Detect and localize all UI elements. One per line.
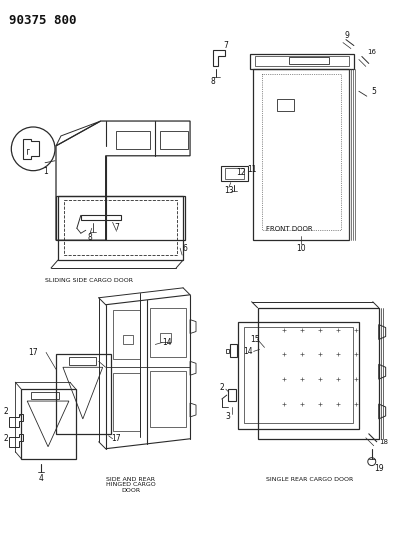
Text: 2: 2 bbox=[4, 407, 9, 416]
Text: 8: 8 bbox=[211, 77, 215, 86]
Text: 8: 8 bbox=[87, 233, 92, 241]
Text: SLIDING SIDE CARGO DOOR: SLIDING SIDE CARGO DOOR bbox=[45, 278, 133, 283]
Text: 6: 6 bbox=[182, 244, 188, 253]
Text: 16: 16 bbox=[367, 49, 376, 54]
Text: 15: 15 bbox=[250, 335, 260, 344]
Text: 14: 14 bbox=[243, 347, 252, 356]
Text: SINGLE REAR CARGO DOOR: SINGLE REAR CARGO DOOR bbox=[265, 477, 353, 481]
Text: 3: 3 bbox=[226, 413, 230, 422]
Text: 5: 5 bbox=[371, 87, 376, 96]
Text: 4: 4 bbox=[39, 474, 43, 483]
Text: 7: 7 bbox=[114, 223, 119, 232]
Text: 19: 19 bbox=[374, 464, 384, 473]
Text: 11: 11 bbox=[247, 165, 256, 174]
Text: 17: 17 bbox=[28, 348, 38, 357]
Text: 12: 12 bbox=[236, 168, 245, 177]
Text: FRONT DOOR: FRONT DOOR bbox=[266, 227, 313, 232]
Text: 2: 2 bbox=[4, 434, 9, 443]
Text: 2: 2 bbox=[220, 383, 224, 392]
Text: 13: 13 bbox=[224, 186, 233, 195]
Text: 1: 1 bbox=[44, 167, 49, 176]
Text: 9: 9 bbox=[344, 31, 350, 40]
Text: 17: 17 bbox=[111, 434, 120, 443]
Text: 7: 7 bbox=[223, 41, 228, 50]
Text: 18: 18 bbox=[379, 439, 388, 445]
Text: 14: 14 bbox=[162, 338, 172, 347]
Text: 90375 800: 90375 800 bbox=[9, 14, 77, 27]
Text: SIDE AND REAR
HINGED CARGO
DOOR: SIDE AND REAR HINGED CARGO DOOR bbox=[105, 477, 155, 493]
Text: 10: 10 bbox=[297, 244, 306, 253]
